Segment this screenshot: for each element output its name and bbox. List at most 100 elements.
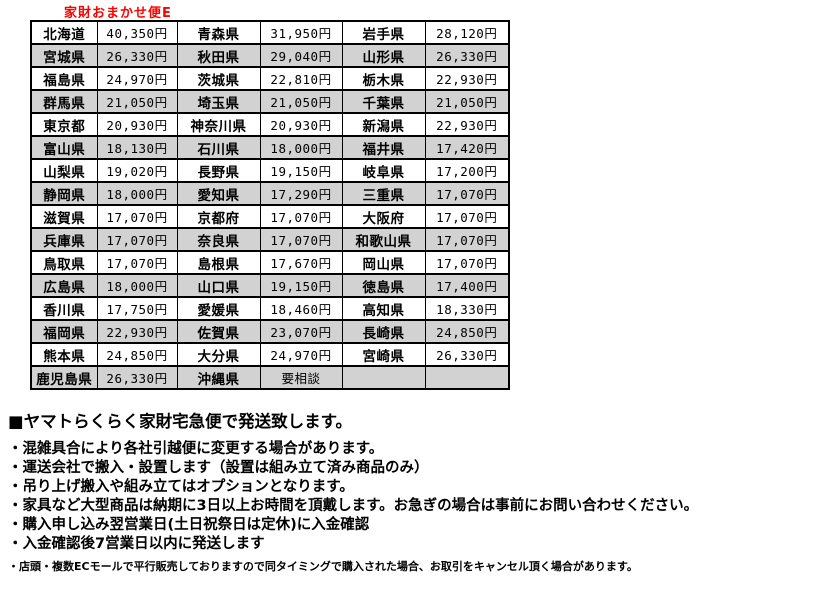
- prefecture-cell: 徳島県: [341, 273, 426, 298]
- notes-bullet: ・家具など大型商品は納期に3日以上お時間を頂戴します。お急ぎの場合は事前にお問い…: [8, 498, 699, 514]
- prefecture-cell: 宮城県: [30, 43, 98, 68]
- table-row: 兵庫県 17,070円 奈良県 17,070円 和歌山県 17,070円: [30, 227, 510, 252]
- prefecture-cell: 愛媛県: [176, 296, 261, 321]
- prefecture-cell: 岐阜県: [341, 158, 426, 183]
- prefecture-cell: 鳥取県: [30, 250, 98, 275]
- price-cell: 18,460円: [259, 296, 343, 321]
- price-cell: 26,330円: [96, 365, 178, 390]
- prefecture-cell: 京都府: [176, 204, 261, 229]
- prefecture-cell: 静岡県: [30, 181, 98, 206]
- prefecture-cell: 香川県: [30, 296, 98, 321]
- prefecture-cell: 奈良県: [176, 227, 261, 252]
- table-row: 福岡県 22,930円 佐賀県 23,070円 長崎県 24,850円: [30, 319, 510, 344]
- price-cell: 19,020円: [96, 158, 178, 183]
- table-row: 山梨県 19,020円 長野県 19,150円 岐阜県 17,200円: [30, 158, 510, 183]
- table-row: 鳥取県 17,070円 島根県 17,670円 岡山県 17,070円: [30, 250, 510, 275]
- price-cell: 20,930円: [96, 112, 178, 137]
- price-cell: 24,850円: [96, 342, 178, 367]
- price-cell: 17,070円: [424, 250, 510, 275]
- prefecture-cell: 岡山県: [341, 250, 426, 275]
- prefecture-cell: 福岡県: [30, 319, 98, 344]
- prefecture-cell: 茨城県: [176, 66, 261, 91]
- prefecture-cell: 東京都: [30, 112, 98, 137]
- price-cell: 17,200円: [424, 158, 510, 183]
- prefecture-cell: 山梨県: [30, 158, 98, 183]
- prefecture-cell: 埼玉県: [176, 89, 261, 114]
- prefecture-cell: 岩手県: [341, 20, 426, 45]
- price-cell: 22,930円: [424, 66, 510, 91]
- prefecture-cell: 長野県: [176, 158, 261, 183]
- price-cell: 19,150円: [259, 273, 343, 298]
- prefecture-cell: 北海道: [30, 20, 98, 45]
- prefecture-cell: 鹿児島県: [30, 365, 98, 390]
- shipping-table-body: 北海道 40,350円 青森県 31,950円 岩手県 28,120円 宮城県 26,330円…: [30, 20, 510, 390]
- prefecture-cell: 大分県: [176, 342, 261, 367]
- table-row: 熊本県 24,850円 大分県 24,970円 宮崎県 26,330円: [30, 342, 510, 367]
- price-cell: 21,050円: [259, 89, 343, 114]
- notes-footnote: ・店頭・複数ECモールで平行販売しておりますので同タイミングで購入された場合、お…: [8, 560, 638, 573]
- price-cell: 17,070円: [424, 227, 510, 252]
- prefecture-cell: 和歌山県: [341, 227, 426, 252]
- price-cell: 17,070円: [424, 181, 510, 206]
- price-cell: 17,070円: [96, 227, 178, 252]
- prefecture-cell: 島根県: [176, 250, 261, 275]
- prefecture-cell: 福井県: [341, 135, 426, 160]
- price-cell: 24,970円: [96, 66, 178, 91]
- price-cell: 26,330円: [424, 342, 510, 367]
- table-row: 鹿児島県 26,330円 沖縄県 要相談: [30, 365, 510, 390]
- page-title: 家財おまかせ便E: [64, 6, 172, 21]
- prefecture-cell: 兵庫県: [30, 227, 98, 252]
- price-cell: [424, 365, 510, 390]
- price-cell: 18,330円: [424, 296, 510, 321]
- prefecture-cell: 高知県: [341, 296, 426, 321]
- prefecture-cell: 新潟県: [341, 112, 426, 137]
- price-cell: 17,750円: [96, 296, 178, 321]
- price-cell: 17,070円: [259, 227, 343, 252]
- price-cell: 26,330円: [96, 43, 178, 68]
- prefecture-cell: 広島県: [30, 273, 98, 298]
- price-cell: 22,930円: [96, 319, 178, 344]
- price-cell: 21,050円: [424, 89, 510, 114]
- prefecture-cell: 富山県: [30, 135, 98, 160]
- notes-bullet: ・混雑具合により各社引越便に変更する場合があります。: [8, 441, 384, 457]
- prefecture-cell: 神奈川県: [176, 112, 261, 137]
- table-row: 群馬県 21,050円 埼玉県 21,050円 千葉県 21,050円: [30, 89, 510, 114]
- prefecture-cell: 千葉県: [341, 89, 426, 114]
- prefecture-cell: 沖縄県: [176, 365, 261, 390]
- price-cell: 31,950円: [259, 20, 343, 45]
- prefecture-cell: 長崎県: [341, 319, 426, 344]
- notes-bullet-list: ・混雑具合により各社引越便に変更する場合があります。 ・運送会社で搬入・設置します…: [8, 440, 820, 554]
- price-cell: 17,070円: [424, 204, 510, 229]
- table-row: 静岡県 18,000円 愛知県 17,290円 三重県 17,070円: [30, 181, 510, 206]
- table-row: 滋賀県 17,070円 京都府 17,070円 大阪府 17,070円: [30, 204, 510, 229]
- prefecture-cell: 秋田県: [176, 43, 261, 68]
- prefecture-cell: 大阪府: [341, 204, 426, 229]
- prefecture-cell: 青森県: [176, 20, 261, 45]
- prefecture-cell: 石川県: [176, 135, 261, 160]
- prefecture-cell: 栃木県: [341, 66, 426, 91]
- prefecture-cell: 福島県: [30, 66, 98, 91]
- prefecture-cell: 三重県: [341, 181, 426, 206]
- table-row: 香川県 17,750円 愛媛県 18,460円 高知県 18,330円: [30, 296, 510, 321]
- price-cell: 17,070円: [259, 204, 343, 229]
- price-cell: 19,150円: [259, 158, 343, 183]
- notes-bullet: ・入金確認後7営業日以内に発送します: [8, 536, 265, 552]
- price-cell: 18,000円: [259, 135, 343, 160]
- price-cell: 17,420円: [424, 135, 510, 160]
- price-cell: 17,290円: [259, 181, 343, 206]
- notes-heading: ■ヤマトらくらく家財宅急便で発送致します。: [8, 412, 352, 431]
- table-row: 宮城県 26,330円 秋田県 29,040円 山形県 26,330円: [30, 43, 510, 68]
- price-cell: 17,670円: [259, 250, 343, 275]
- price-cell: 40,350円: [96, 20, 178, 45]
- price-cell: 要相談: [259, 365, 343, 390]
- prefecture-cell: 熊本県: [30, 342, 98, 367]
- table-row: 福島県 24,970円 茨城県 22,810円 栃木県 22,930円: [30, 66, 510, 91]
- price-cell: 17,070円: [96, 204, 178, 229]
- price-cell: 28,120円: [424, 20, 510, 45]
- notes-bullet: ・吊り上げ搬入や組み立てはオプションとなります。: [8, 479, 354, 495]
- prefecture-cell: 山形県: [341, 43, 426, 68]
- prefecture-cell: 宮崎県: [341, 342, 426, 367]
- notes-section: ■ヤマトらくらく家財宅急便で発送致します。 ・混雑具合により各社引越便に変更する…: [8, 411, 820, 574]
- price-cell: 18,000円: [96, 273, 178, 298]
